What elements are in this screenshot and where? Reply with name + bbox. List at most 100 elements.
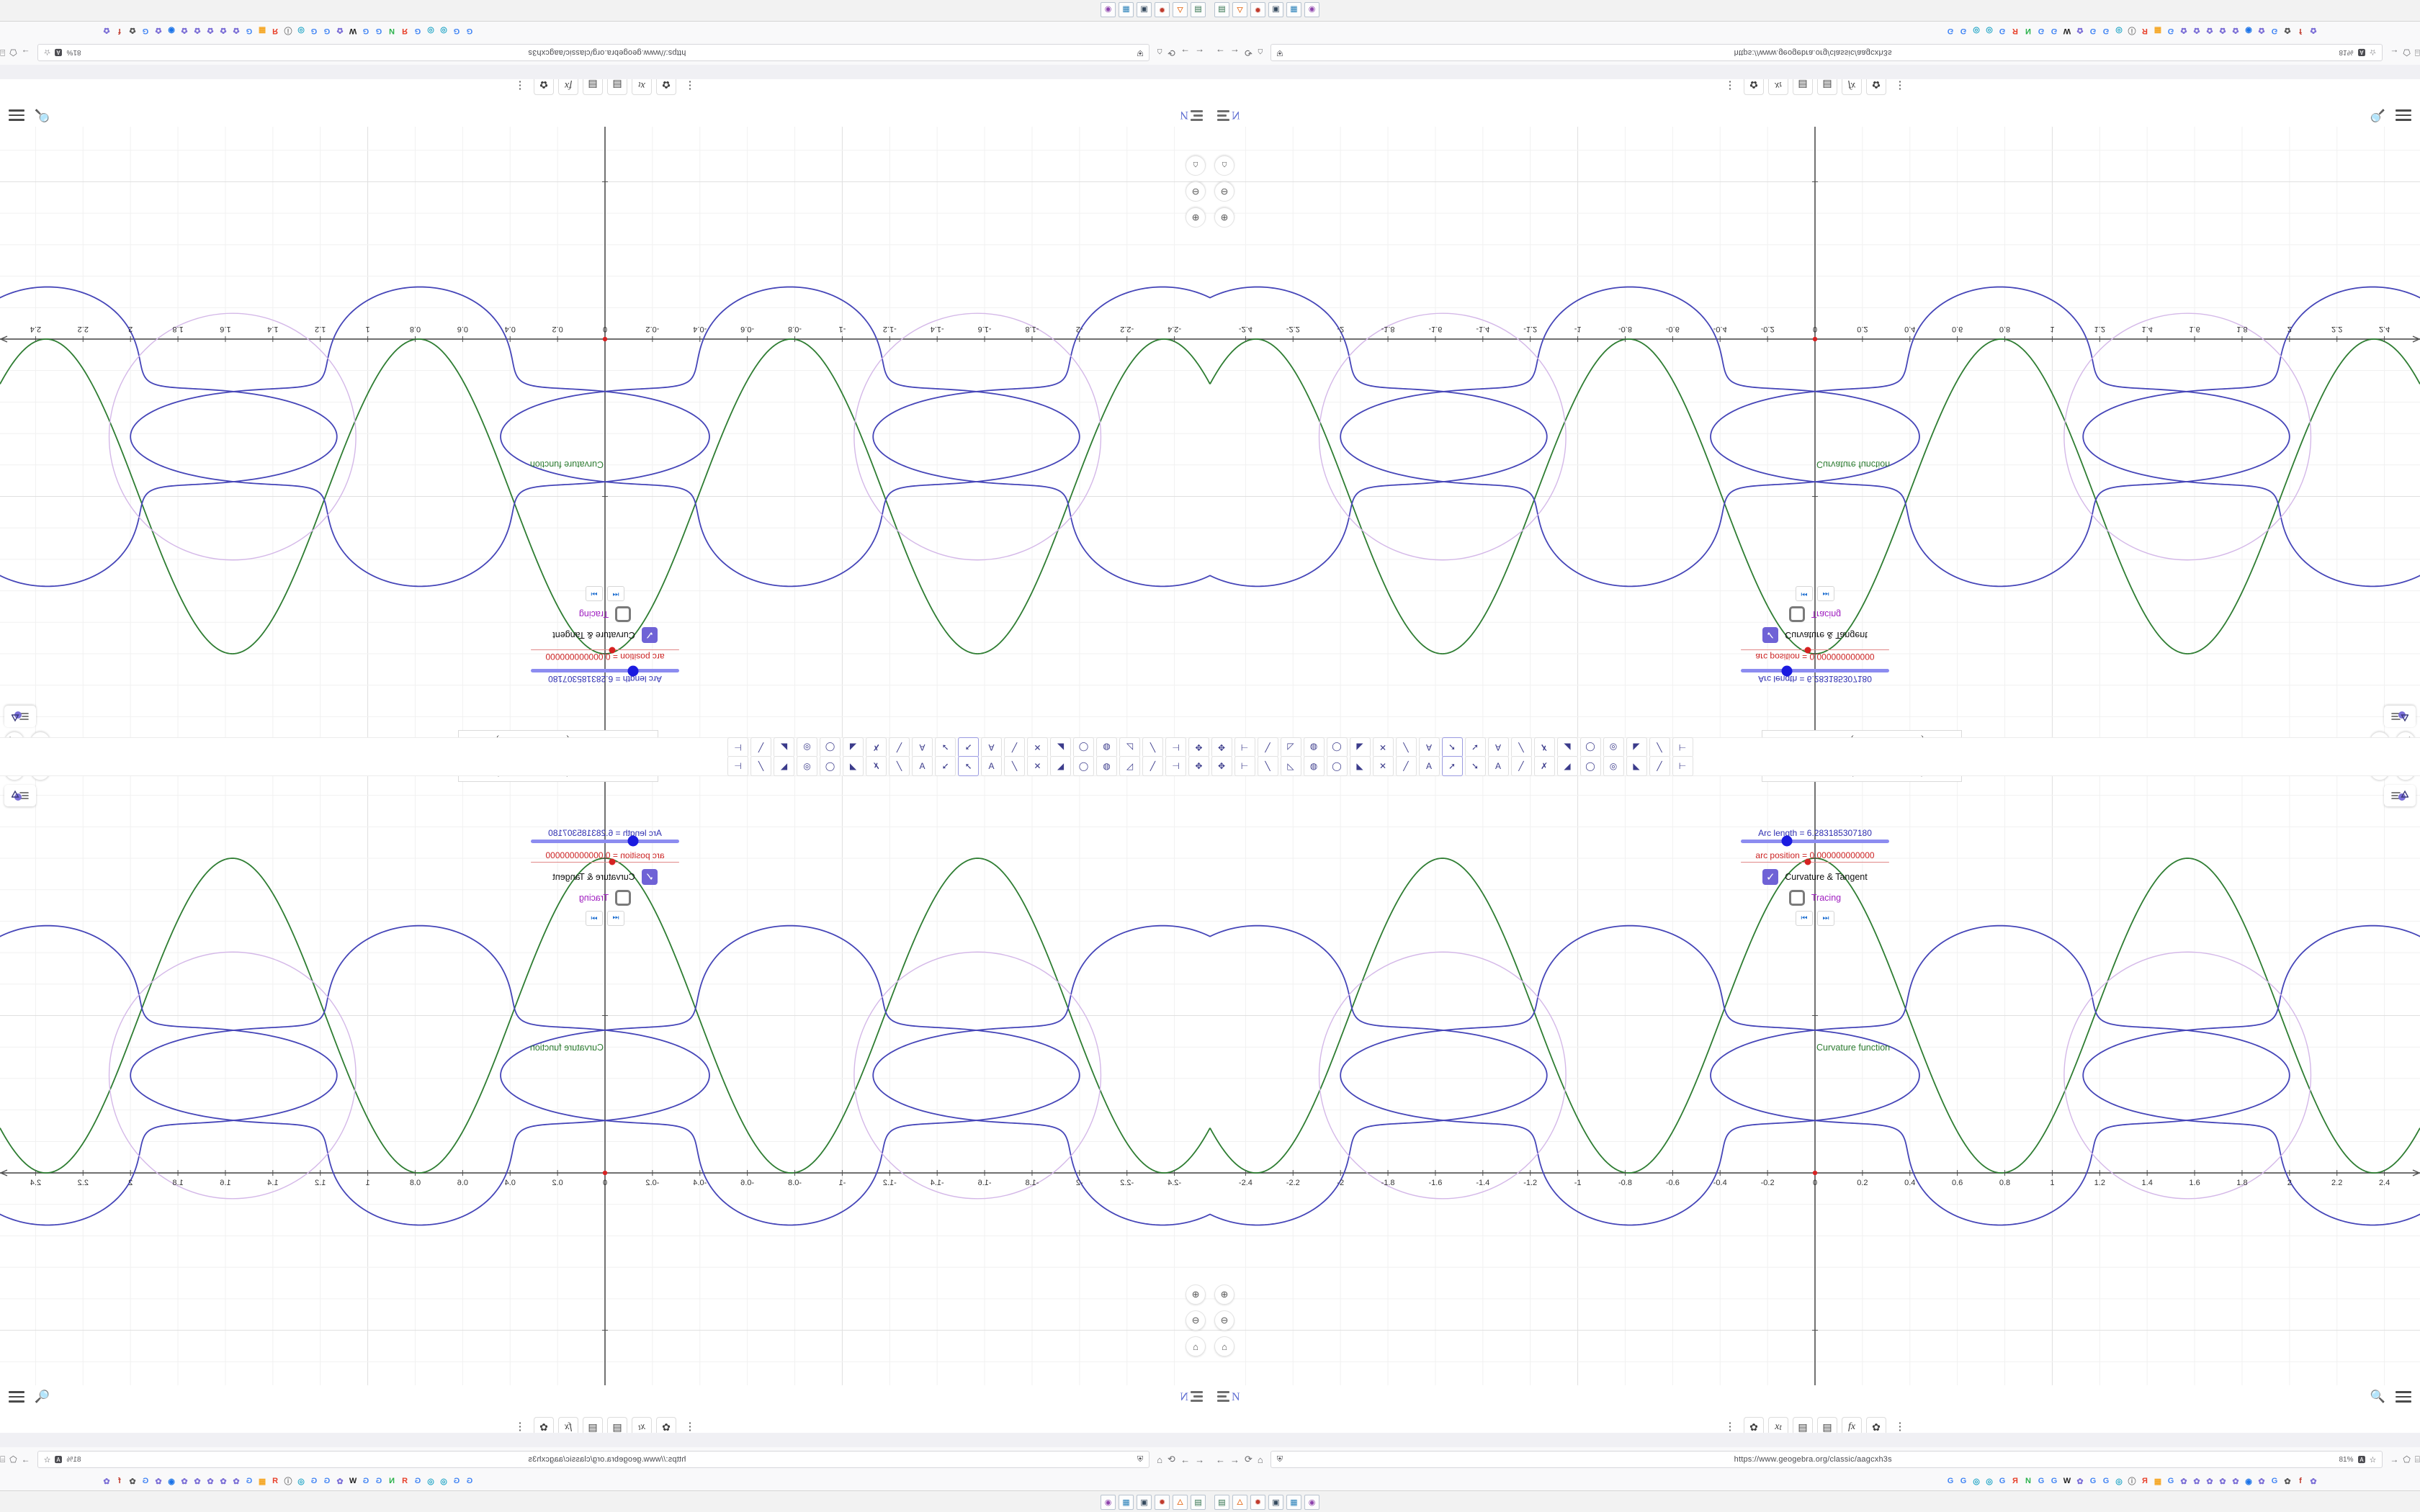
bookmark-item[interactable]: ✿ [129, 1477, 136, 1486]
browser-tabstrip[interactable] [0, 1433, 1210, 1447]
bookmark-item[interactable]: ◉ [168, 1477, 175, 1486]
line-icon[interactable]: ╱ [888, 756, 910, 776]
pocket-icon[interactable]: ⬠ [9, 48, 17, 58]
text-A-icon[interactable]: A [1418, 737, 1440, 757]
settings-gear-icon[interactable]: ✹ [1250, 2, 1265, 18]
home-icon[interactable]: ⌂ [1214, 1336, 1234, 1356]
zoom-out-icon[interactable]: ⊖ [1214, 1310, 1234, 1331]
arrow-pointer-icon[interactable]: ➚ [957, 756, 979, 776]
style-bar-icon[interactable] [2384, 706, 2416, 727]
bookmark-item[interactable]: ◎ [427, 1477, 434, 1486]
share-icon[interactable]: → [21, 1454, 30, 1464]
browser-tabstrip[interactable] [1210, 1433, 2420, 1447]
account-icon[interactable]: ⌸ [2414, 48, 2420, 58]
bookmark-item[interactable]: ✿ [129, 26, 136, 35]
bookmark-item[interactable]: Я [402, 1477, 408, 1485]
bookmark-item[interactable]: ◎ [427, 26, 434, 35]
arrow-pointer-alt-icon[interactable]: ➘ [934, 756, 956, 776]
arrow-pointer-alt-icon[interactable]: ➘ [1464, 737, 1486, 757]
hamburger-menu-icon[interactable] [9, 1391, 24, 1403]
zoom-out-icon[interactable]: ⊖ [1214, 181, 1234, 202]
bookmark-star-icon[interactable]: ☆ [2369, 48, 2377, 57]
url-input[interactable]: ⛨ https://www.geogebra.org/classic/aagcx… [1270, 1451, 2383, 1468]
text-A-icon[interactable]: A [980, 737, 1002, 757]
media-icon[interactable]: ◉ [1101, 1494, 1116, 1510]
firefox-icon[interactable]: 🜂 [1232, 1494, 1247, 1510]
angle-triangle-icon[interactable]: ◣ [1626, 737, 1647, 757]
perpendicular-icon[interactable]: ✗ [865, 737, 887, 757]
tracing-row[interactable]: Tracing [1788, 889, 1841, 906]
zoom-in-icon[interactable]: ⊕ [1214, 207, 1234, 228]
home-icon[interactable]: ⌂ [1257, 47, 1263, 58]
hamburger-menu-icon[interactable] [2396, 1391, 2411, 1403]
bookmark-item[interactable]: ✿ [2310, 26, 2317, 35]
line-icon[interactable]: ╱ [888, 737, 910, 757]
slider-icon[interactable]: ⊢ [1234, 737, 1255, 757]
share-icon[interactable]: → [2390, 1454, 2399, 1464]
bookmark-item[interactable]: ◉ [2245, 1477, 2252, 1486]
back-arrow-icon[interactable]: ← [1195, 1454, 1204, 1465]
bookmark-item[interactable]: ◎ [1986, 1477, 1993, 1486]
bookmark-item[interactable]: N [389, 27, 395, 35]
arc-length-slider[interactable] [531, 665, 679, 677]
text-A2-icon[interactable]: A [911, 756, 933, 776]
bookmark-item[interactable]: Я [272, 1477, 278, 1485]
two-point-circle-icon[interactable]: ◎ [796, 756, 817, 776]
bookmark-item[interactable]: G [1999, 27, 2006, 35]
bookmark-item[interactable]: ✿ [2284, 26, 2291, 35]
bookmark-item[interactable]: G [2051, 1477, 2058, 1485]
skip-next-icon[interactable]: ⏭ [1817, 586, 1834, 602]
media-icon[interactable]: ◉ [1304, 2, 1319, 18]
two-point-circle-icon[interactable]: ◎ [1603, 756, 1624, 776]
line-icon[interactable]: ╱ [1510, 756, 1532, 776]
bookmark-item[interactable]: ◎ [1986, 26, 1993, 35]
bookmark-item[interactable]: G [2271, 1477, 2278, 1485]
bookmark-star-icon[interactable]: ☆ [2369, 1455, 2377, 1464]
bookmark-item[interactable]: ✿ [103, 26, 110, 35]
translate-icon[interactable]: 🅰 [2357, 48, 2366, 56]
bookmark-item[interactable]: G [142, 27, 149, 35]
share-icon[interactable]: → [2390, 48, 2399, 58]
zoom-out-icon[interactable]: ⊖ [1186, 181, 1206, 202]
angle-icon[interactable]: ◺ [1119, 737, 1140, 757]
display-icon[interactable]: ▣ [1137, 2, 1152, 18]
save-disk-icon[interactable]: ▦ [1119, 2, 1134, 18]
zoom-in-icon[interactable]: ⊕ [1186, 207, 1206, 228]
circle-icon[interactable]: ◯ [1326, 737, 1348, 757]
arrow-pointer-icon[interactable]: ➚ [957, 737, 979, 757]
tracing-row[interactable]: Tracing [1788, 606, 1841, 623]
bookmark-item[interactable]: W [349, 1477, 357, 1485]
text-A-icon[interactable]: A [1418, 756, 1440, 776]
line-icon[interactable]: ╱ [1510, 737, 1532, 757]
bookmark-item[interactable]: ✿ [2219, 26, 2226, 35]
bookmark-item[interactable]: ▦ [258, 1477, 266, 1486]
bookmark-item[interactable]: ✿ [103, 1477, 110, 1486]
bookmark-item[interactable]: ◉ [2245, 26, 2252, 35]
url-input[interactable]: ⛨ https://www.geogebra.org/classic/aagcx… [37, 1451, 1150, 1468]
skip-previous-icon[interactable]: ⏮ [607, 910, 624, 926]
circle-icon[interactable]: ◯ [1072, 737, 1094, 757]
app-logo-group[interactable]: N [1177, 1390, 1203, 1403]
arc-length-slider[interactable] [1741, 665, 1889, 677]
curvature-tangent-row[interactable]: ✓ Curvature & Tangent [1762, 868, 1868, 885]
display-icon[interactable]: ▣ [1268, 1494, 1283, 1510]
text-A2-icon[interactable]: A [911, 737, 933, 757]
app-logo-group[interactable]: N [1217, 109, 1243, 122]
account-icon[interactable]: ⌸ [0, 1454, 6, 1464]
skip-previous-icon[interactable]: ⏮ [1796, 586, 1813, 602]
bookmark-item[interactable]: ◎ [440, 1477, 447, 1486]
arc-position-slider[interactable] [1741, 647, 1889, 654]
terminal-icon[interactable]: ▤ [1191, 1494, 1206, 1510]
tracing-checkbox[interactable] [615, 606, 632, 623]
search-icon[interactable]: 🔍 [35, 109, 50, 122]
slider-b-icon[interactable]: ⊢ [727, 737, 748, 757]
bookmark-item[interactable]: ✿ [155, 1477, 162, 1486]
slider-icon[interactable]: ⊢ [1234, 756, 1255, 776]
bookmark-item[interactable]: Я [2142, 1477, 2148, 1485]
search-icon[interactable]: 🔍 [2370, 109, 2385, 122]
reload-icon[interactable]: ⟳ [1245, 1454, 1252, 1464]
bookmark-item[interactable]: G [466, 27, 473, 35]
settings-gear-icon[interactable]: ✹ [1250, 1494, 1265, 1510]
bookmark-star-icon[interactable]: ☆ [43, 1455, 51, 1464]
bookmark-item[interactable]: G [2038, 1477, 2045, 1485]
